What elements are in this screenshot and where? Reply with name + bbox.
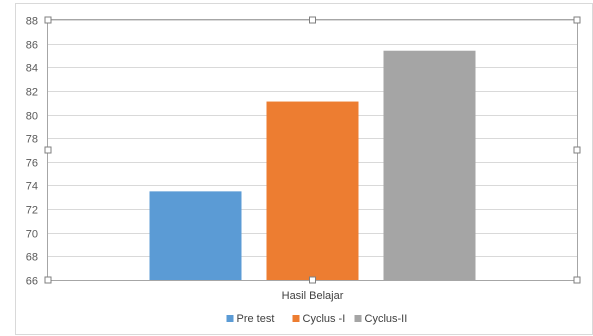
legend-label: Pre test xyxy=(237,313,275,325)
y-tick-label: 84 xyxy=(26,63,38,75)
y-tick-label: 78 xyxy=(26,134,38,146)
bars xyxy=(149,50,476,281)
resize-handle[interactable] xyxy=(573,16,581,24)
selection-handles[interactable] xyxy=(44,16,581,284)
x-axis: Hasil Belajar xyxy=(48,280,577,302)
y-tick-label: 68 xyxy=(26,252,38,264)
y-tick-label: 72 xyxy=(26,205,38,217)
bar xyxy=(266,101,359,280)
legend-label: Cyclus -I xyxy=(303,313,346,325)
legend: Pre test Cyclus -I Cyclus-II xyxy=(226,313,408,325)
y-tick-label: 82 xyxy=(26,87,38,99)
y-tick-label: 86 xyxy=(26,40,38,52)
legend-swatch xyxy=(354,315,362,322)
y-tick-label: 88 xyxy=(26,16,38,28)
legend-label: Cyclus-II xyxy=(365,313,408,325)
resize-handle[interactable] xyxy=(44,146,52,154)
resize-handle[interactable] xyxy=(309,276,316,284)
resize-handle[interactable] xyxy=(309,16,316,24)
y-tick-label: 80 xyxy=(26,111,38,123)
y-tick-label: 70 xyxy=(26,229,38,241)
bar xyxy=(149,191,242,280)
y-tick-label: 74 xyxy=(26,181,38,193)
x-category-label: Hasil Belajar xyxy=(282,290,344,302)
legend-swatch xyxy=(226,315,234,322)
resize-handle[interactable] xyxy=(44,16,52,24)
resize-handle[interactable] xyxy=(44,276,52,284)
y-tick-label: 66 xyxy=(26,276,38,288)
legend-swatch xyxy=(292,315,300,322)
y-axis: 66 68 70 72 74 76 78 80 82 84 86 88 xyxy=(26,16,38,288)
bar xyxy=(383,50,476,281)
resize-handle[interactable] xyxy=(573,146,581,154)
resize-handle[interactable] xyxy=(573,276,581,284)
y-tick-label: 76 xyxy=(26,158,38,170)
